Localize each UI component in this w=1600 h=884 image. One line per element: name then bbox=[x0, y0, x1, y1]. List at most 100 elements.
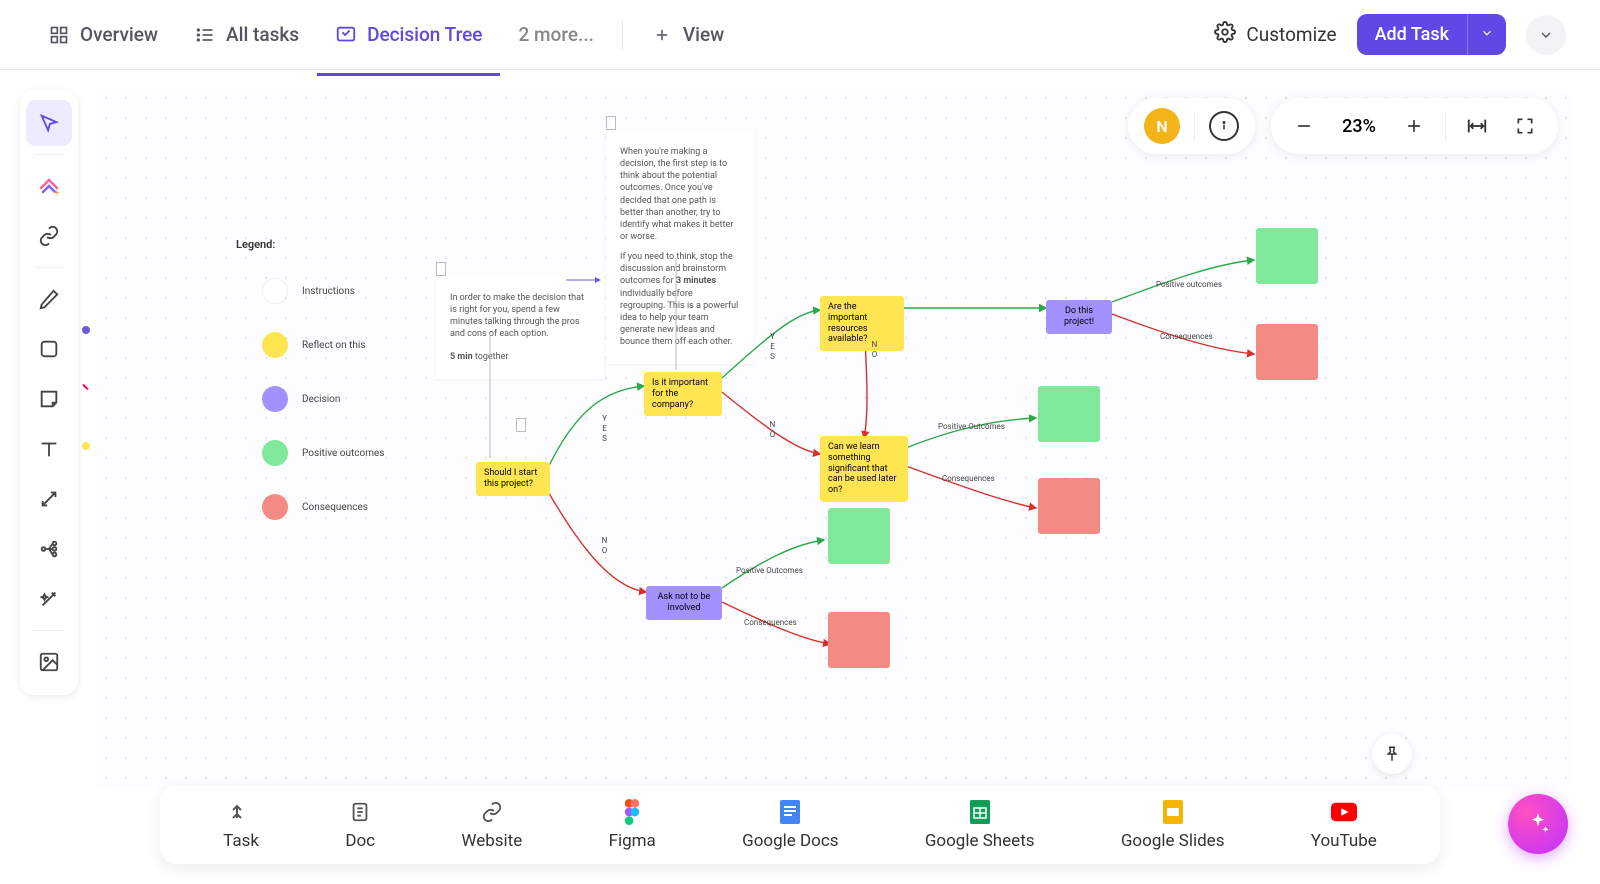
legend-row-instructions: Instructions bbox=[262, 278, 355, 304]
node-outcome-green[interactable] bbox=[828, 508, 890, 564]
attach-website[interactable]: Website bbox=[461, 799, 522, 851]
add-task-dropdown[interactable] bbox=[1467, 14, 1506, 55]
tool-link[interactable] bbox=[26, 213, 72, 259]
list-icon bbox=[194, 24, 216, 46]
node-start[interactable]: Should I start this project? bbox=[476, 462, 550, 496]
node-ask-not[interactable]: Ask not to be involved bbox=[646, 586, 722, 620]
add-task-label: Add Task bbox=[1375, 24, 1449, 45]
tool-image[interactable] bbox=[26, 639, 72, 685]
node-text: Do this project! bbox=[1064, 306, 1094, 327]
tab-more-label: 2 more... bbox=[518, 23, 593, 46]
gsheets-icon bbox=[967, 799, 993, 825]
tab-more[interactable]: 2 more... bbox=[504, 13, 607, 56]
node-outcome-red[interactable] bbox=[1038, 478, 1100, 534]
tool-magic[interactable] bbox=[26, 576, 72, 622]
note-text: When you're making a decision, the first… bbox=[620, 146, 740, 243]
node-outcome-green[interactable] bbox=[1256, 228, 1318, 284]
tab-all-tasks-label: All tasks bbox=[226, 23, 299, 46]
fit-width-button[interactable] bbox=[1460, 109, 1494, 143]
edge-label-positive: Positive Outcomes bbox=[938, 422, 1005, 431]
tab-overview-label: Overview bbox=[80, 23, 158, 46]
left-toolbar: + bbox=[20, 90, 78, 695]
note-left[interactable]: In order to make the decision that is ri… bbox=[436, 276, 604, 379]
note-bold: 5 min bbox=[450, 352, 473, 362]
tool-text[interactable] bbox=[26, 426, 72, 472]
edge-label-consequences: Consequences bbox=[1160, 332, 1213, 341]
tab-decision-tree-label: Decision Tree bbox=[367, 23, 482, 46]
avatar[interactable]: N bbox=[1144, 108, 1180, 144]
tool-indicator-line bbox=[82, 384, 88, 390]
avatar-initial: N bbox=[1156, 117, 1167, 136]
gdocs-icon bbox=[777, 799, 803, 825]
attach-youtube[interactable]: YouTube bbox=[1311, 799, 1377, 851]
note-text: together bbox=[473, 352, 509, 362]
legend-label: Consequences bbox=[302, 502, 368, 513]
attach-task[interactable]: Task bbox=[223, 799, 259, 851]
whiteboard-icon bbox=[335, 24, 357, 46]
note-top[interactable]: When you're making a decision, the first… bbox=[606, 130, 754, 364]
info-button[interactable] bbox=[1209, 111, 1239, 141]
node-text: Ask not to be involved bbox=[658, 592, 711, 613]
tab-decision-tree[interactable]: Decision Tree bbox=[321, 13, 496, 56]
node-resources[interactable]: Are the important resources available? bbox=[820, 296, 904, 351]
add-task-main[interactable]: Add Task bbox=[1357, 14, 1467, 55]
customize-button[interactable]: Customize bbox=[1202, 13, 1348, 56]
edge-label-no: NO bbox=[600, 536, 609, 556]
whiteboard-canvas[interactable]: Legend: Instructions Reflect on this Dec… bbox=[96, 88, 1570, 790]
attach-gdocs[interactable]: Google Docs bbox=[742, 799, 838, 851]
tool-shape[interactable] bbox=[26, 326, 72, 372]
note-bold: 3 minutes bbox=[676, 276, 716, 286]
fullscreen-button[interactable] bbox=[1508, 109, 1542, 143]
tool-sticky[interactable] bbox=[26, 376, 72, 422]
add-view[interactable]: View bbox=[637, 13, 738, 56]
tool-select[interactable] bbox=[26, 100, 72, 146]
attach-gslides[interactable]: Google Slides bbox=[1121, 799, 1225, 851]
node-outcome-red[interactable] bbox=[1256, 324, 1318, 380]
legend-row-positive: Positive outcomes bbox=[262, 440, 384, 466]
node-outcome-red[interactable] bbox=[828, 612, 890, 668]
task-icon bbox=[228, 799, 254, 825]
legend-row-decision: Decision bbox=[262, 386, 340, 412]
edge-label-no: NO bbox=[768, 420, 777, 440]
tool-ai-shape[interactable]: + bbox=[26, 163, 72, 209]
legend-label: Instructions bbox=[302, 286, 355, 297]
node-important[interactable]: Is it important for the company? bbox=[644, 372, 722, 416]
pin-button[interactable] bbox=[1372, 734, 1412, 774]
note-tab bbox=[436, 262, 446, 276]
legend-row-reflect: Reflect on this bbox=[262, 332, 366, 358]
tab-overview[interactable]: Overview bbox=[34, 13, 172, 56]
node-text: Should I start this project? bbox=[484, 468, 537, 489]
attach-doc[interactable]: Doc bbox=[345, 799, 375, 851]
attach-label: Google Slides bbox=[1121, 831, 1225, 851]
node-learn[interactable]: Can we learn something significant that … bbox=[820, 436, 908, 502]
nav-separator bbox=[622, 20, 623, 50]
zoom-level[interactable]: 23% bbox=[1335, 116, 1383, 137]
node-outcome-green[interactable] bbox=[1038, 386, 1100, 442]
edge-label-yes: YES bbox=[768, 332, 777, 362]
attach-label: Figma bbox=[609, 831, 656, 851]
legend-label: Reflect on this bbox=[302, 340, 366, 351]
edge-label-consequences: Consequences bbox=[744, 618, 797, 627]
svg-text:+: + bbox=[54, 188, 60, 198]
top-nav: Overview All tasks Decision Tree 2 more.… bbox=[0, 0, 1600, 70]
tab-all-tasks[interactable]: All tasks bbox=[180, 13, 313, 56]
tool-pen[interactable] bbox=[26, 276, 72, 322]
attach-label: Doc bbox=[345, 831, 375, 851]
node-text: Can we learn something significant that … bbox=[828, 442, 896, 495]
attach-figma[interactable]: Figma bbox=[609, 799, 656, 851]
node-do-project[interactable]: Do this project! bbox=[1046, 300, 1112, 334]
ai-fab-button[interactable] bbox=[1508, 794, 1568, 854]
edge-label-consequences: Consequences bbox=[942, 474, 995, 483]
tool-mindmap[interactable] bbox=[26, 526, 72, 572]
attach-label: Google Sheets bbox=[925, 831, 1035, 851]
legend-row-consequences: Consequences bbox=[262, 494, 368, 520]
edge-label-yes: YES bbox=[600, 414, 609, 444]
collapse-button[interactable] bbox=[1526, 15, 1566, 55]
zoom-out-button[interactable] bbox=[1287, 109, 1321, 143]
legend-label: Decision bbox=[302, 394, 340, 405]
legend-title: Legend: bbox=[236, 238, 275, 251]
edge-label-no: NO bbox=[870, 340, 879, 360]
attach-gsheets[interactable]: Google Sheets bbox=[925, 799, 1035, 851]
zoom-in-button[interactable] bbox=[1397, 109, 1431, 143]
tool-connector[interactable] bbox=[26, 476, 72, 522]
